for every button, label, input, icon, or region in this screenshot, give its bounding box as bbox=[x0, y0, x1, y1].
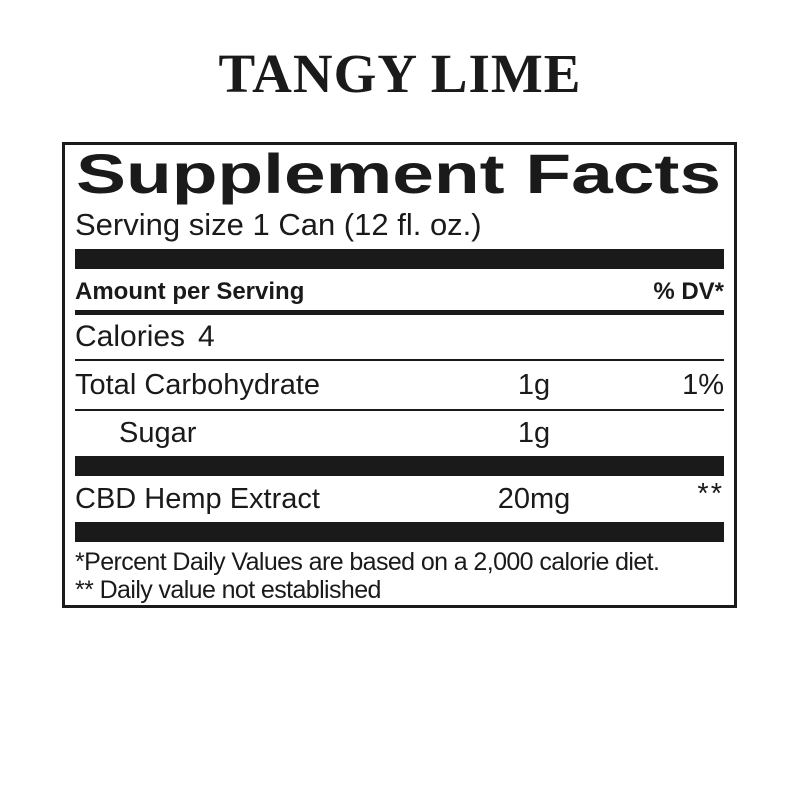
facts-heading-graphic: Supplement Facts bbox=[76, 147, 721, 205]
calories-label: Calories bbox=[75, 320, 186, 353]
nutrient-name: Sugar bbox=[119, 416, 197, 449]
calories-row: Calories 4 bbox=[75, 315, 724, 361]
nutrient-dv: ** bbox=[697, 478, 724, 510]
nutrient-row-cbd-hemp-extract: CBD Hemp Extract 20mg ** bbox=[75, 476, 724, 522]
nutrient-name: CBD Hemp Extract bbox=[75, 482, 320, 515]
nutrient-dv: 1% bbox=[682, 368, 724, 401]
column-header-row: Amount per Serving % DV* bbox=[75, 269, 724, 315]
nutrient-row-sugar: Sugar 1g bbox=[75, 411, 724, 455]
footnote-not-established: ** Daily value not established bbox=[75, 576, 381, 604]
percent-dv-header: % DV* bbox=[653, 278, 724, 305]
footnotes: *Percent Daily Values are based on a 2,0… bbox=[75, 548, 724, 604]
nutrient-amount: 1g bbox=[517, 368, 551, 401]
nutrient-name: Total Carbohydrate bbox=[75, 368, 321, 401]
nutrient-row-total-carbohydrate: Total Carbohydrate 1g 1% bbox=[75, 361, 724, 411]
supplement-facts-panel: Supplement Facts Serving size 1 Can (12 … bbox=[62, 142, 737, 608]
serving-size: Serving size 1 Can (12 fl. oz.) bbox=[75, 207, 482, 242]
footnote-daily-values: *Percent Daily Values are based on a 2,0… bbox=[75, 548, 660, 576]
separator-bar-middle bbox=[75, 456, 724, 476]
nutrient-amount: 20mg bbox=[497, 482, 571, 515]
separator-bar-top bbox=[75, 249, 724, 269]
facts-heading: Supplement Facts bbox=[76, 147, 721, 205]
flavor-title: TANGY LIME bbox=[218, 43, 582, 104]
amount-per-serving-header: Amount per Serving bbox=[75, 278, 305, 305]
nutrient-amount: 1g bbox=[517, 416, 551, 449]
separator-bar-bottom bbox=[75, 522, 724, 542]
calories-value: 4 bbox=[198, 320, 215, 353]
